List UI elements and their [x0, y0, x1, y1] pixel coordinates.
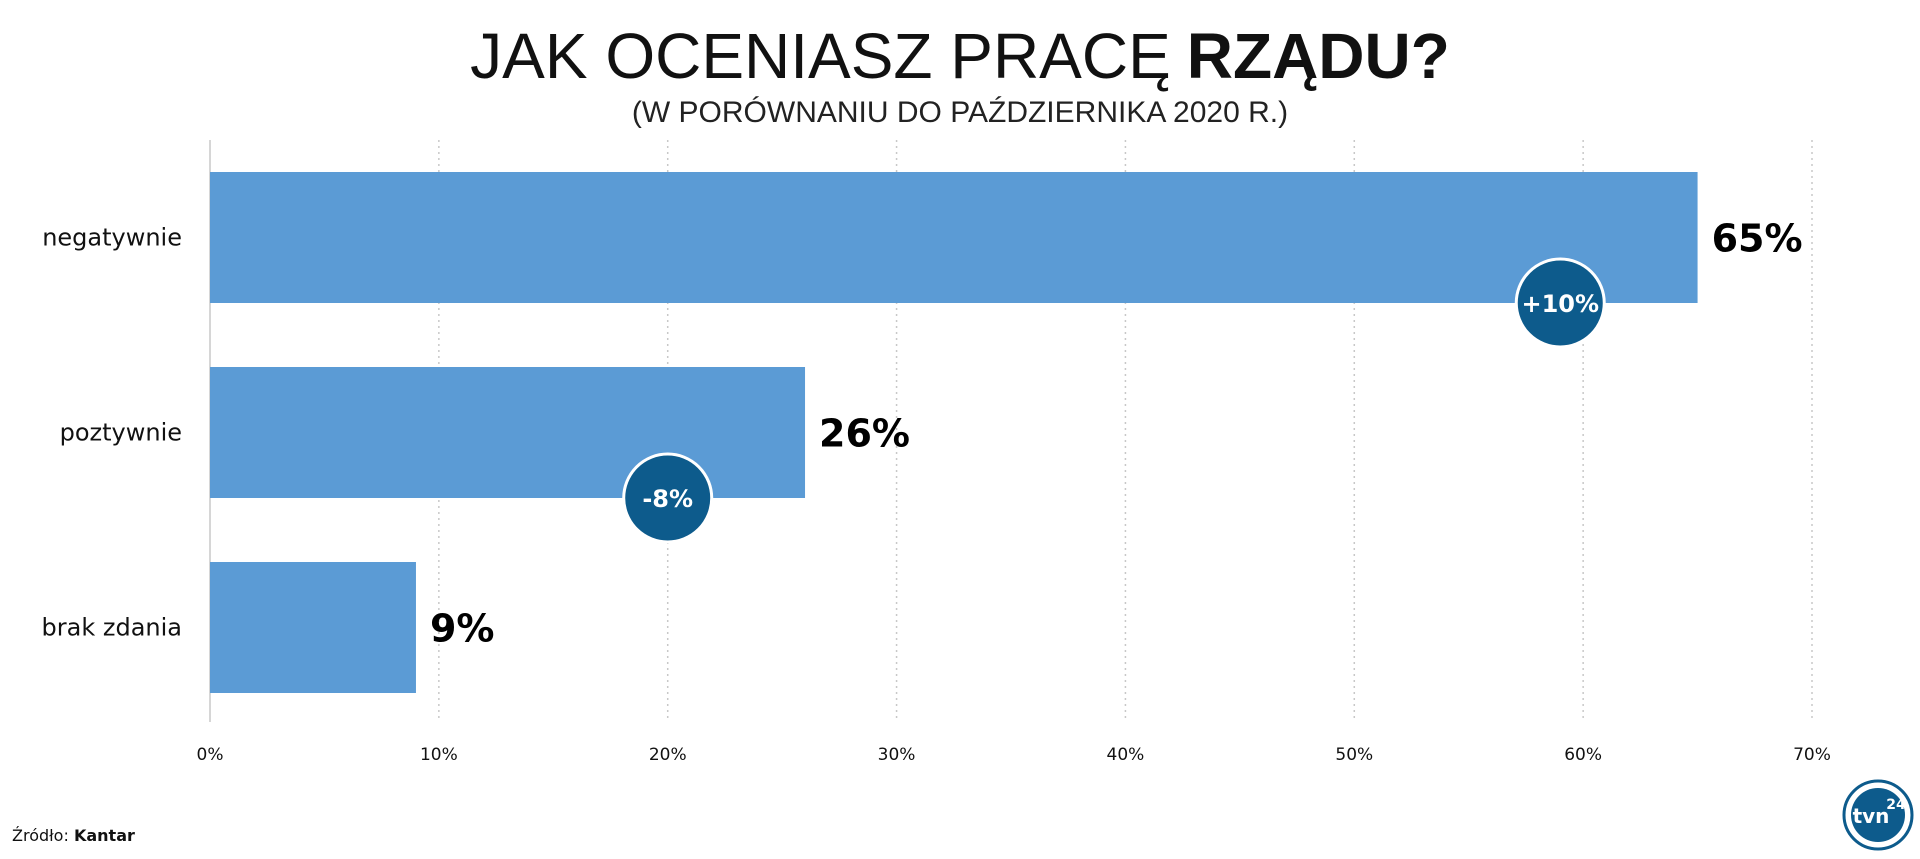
value-label: 9% [430, 607, 495, 651]
x-tick-label: 10% [420, 745, 458, 765]
labels: 0% 10% 20% 30% 40% 50% 60% 70% negatywnie 65% pozt… [42, 217, 1831, 766]
chart-title-light: JAK OCENIASZ PRACĘ [470, 20, 1171, 92]
x-tick-label: 40% [1107, 745, 1145, 765]
source-name: Kantar [74, 826, 135, 845]
x-tick-label: 20% [649, 745, 687, 765]
chart-title-bold: RZĄDU? [1187, 20, 1450, 92]
value-label: 65% [1712, 217, 1803, 261]
x-tick-label: 50% [1335, 745, 1373, 765]
change-badge [622, 452, 714, 544]
chart-subtitle: (W PORÓWNANIU DO PAŹDZIERNIKA 2020 R.) [632, 96, 1288, 129]
bar [210, 562, 416, 693]
x-tick-label: 60% [1564, 745, 1602, 765]
source-prefix: Źródło: [12, 826, 74, 845]
source-note: Źródło: Kantar [12, 826, 135, 845]
tvn24-logo: tvn 24 [1842, 779, 1914, 851]
logo-text: tvn [1853, 804, 1890, 828]
category-label: poztywnie [60, 419, 182, 447]
x-tick-label: 70% [1793, 745, 1831, 765]
category-label: negatywnie [42, 224, 182, 252]
change-label: -8% [642, 485, 693, 513]
bar [210, 172, 1698, 303]
category-label: brak zdania [42, 614, 182, 642]
change-label: +10% [1521, 290, 1599, 318]
logo-number: 24 [1886, 797, 1906, 813]
bars [210, 172, 1698, 693]
x-tick-label: 30% [878, 745, 916, 765]
bar [210, 367, 806, 498]
chart-title: JAK OCENIASZ PRACĘ RZĄDU? [470, 20, 1450, 92]
x-tick-label: 0% [197, 745, 224, 765]
value-label: 26% [819, 412, 910, 456]
change-badge [1514, 257, 1606, 349]
